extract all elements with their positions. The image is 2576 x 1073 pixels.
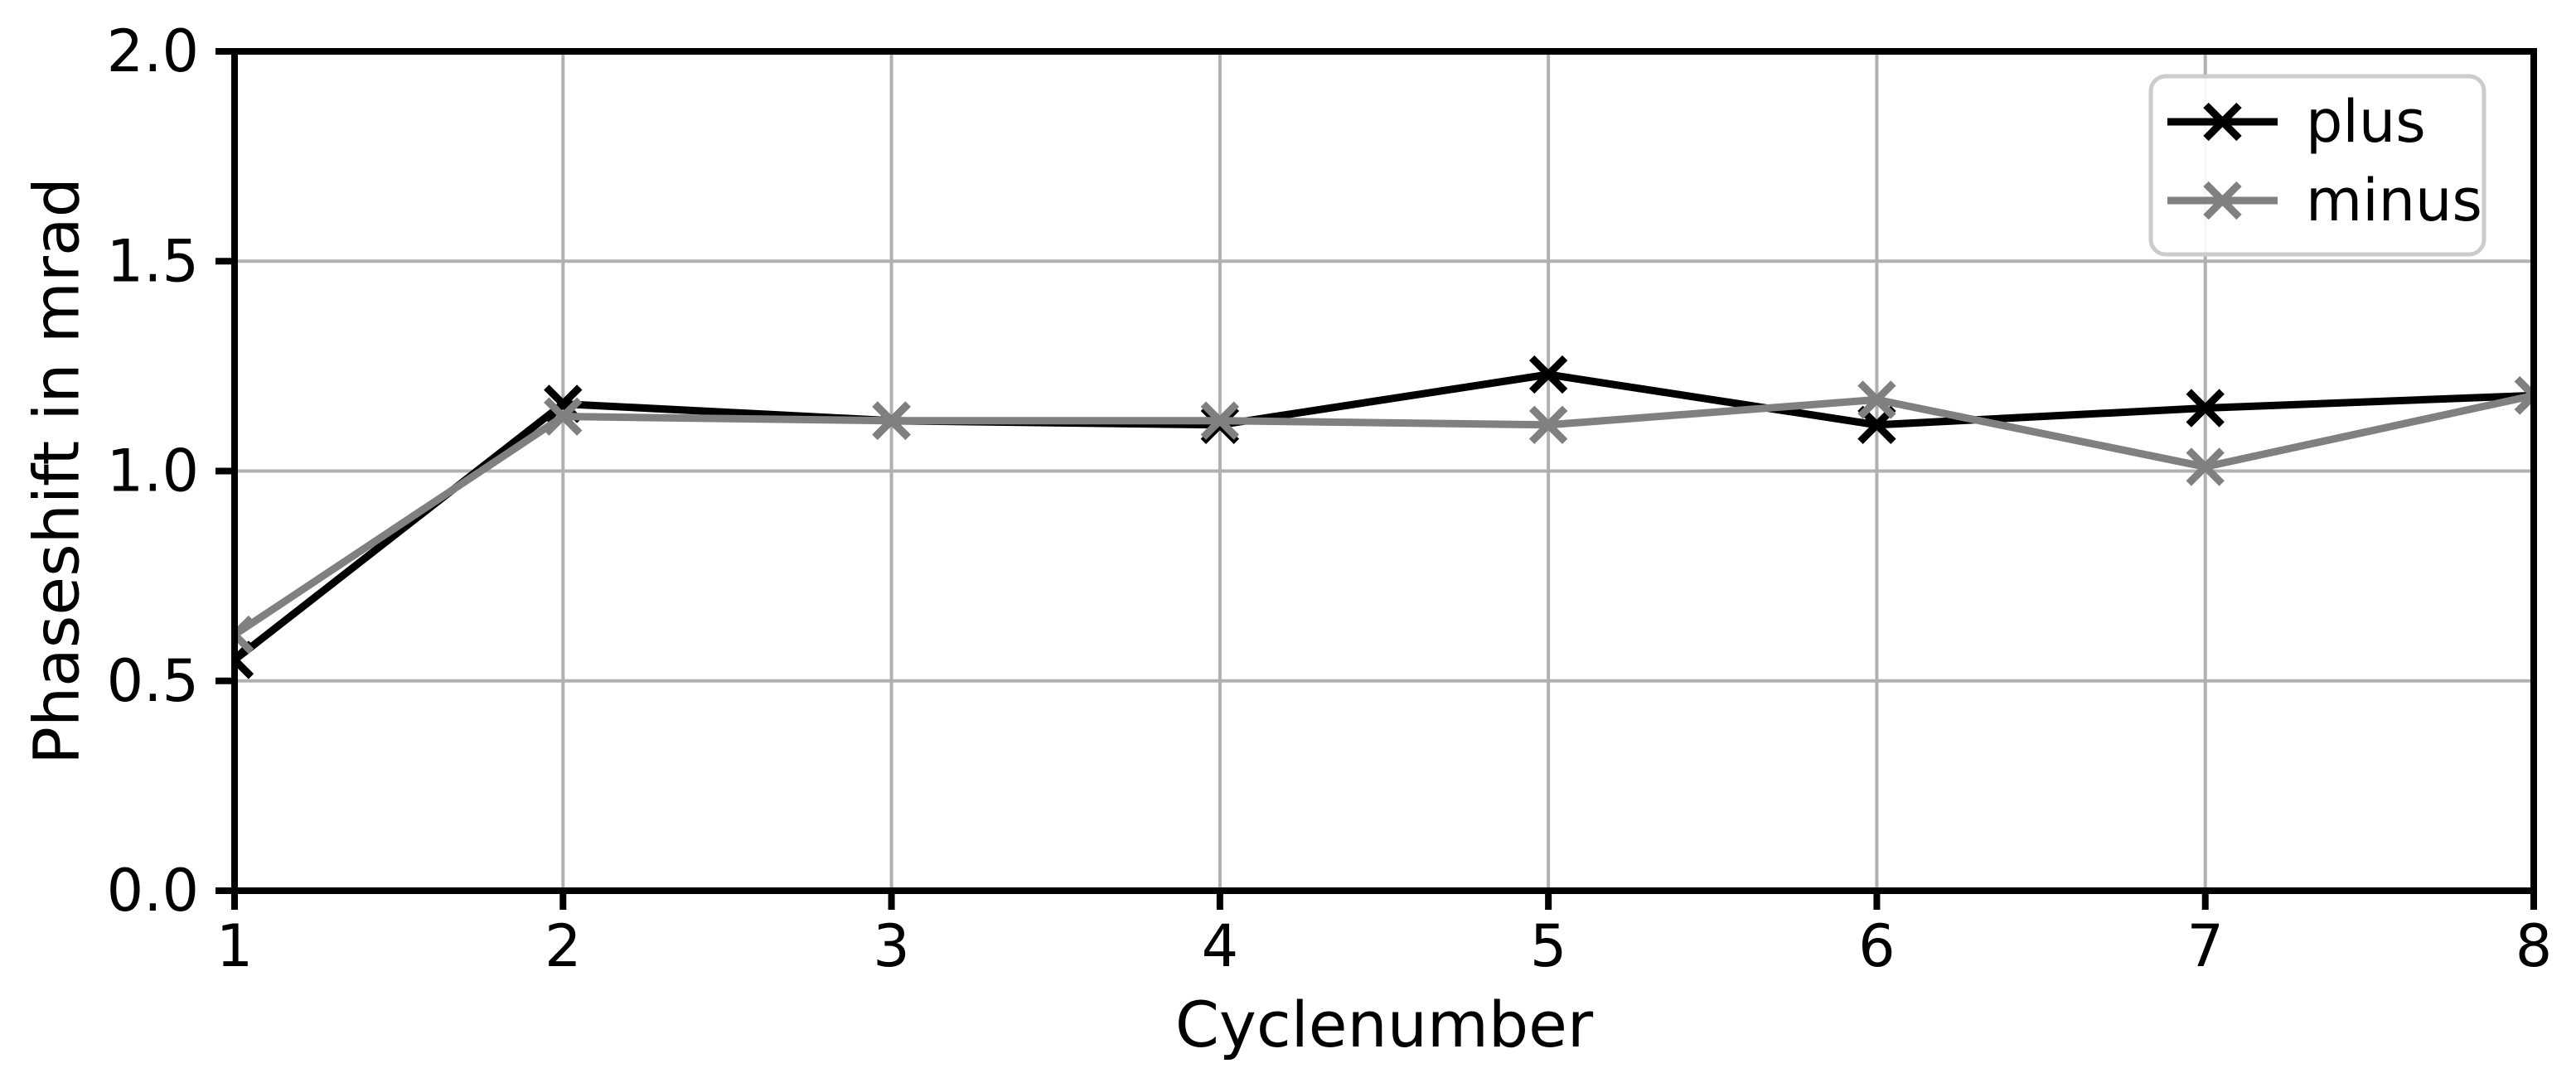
y-tick-label: 1.5	[107, 227, 199, 295]
y-tick-label: 1.0	[107, 437, 199, 505]
legend-label-plus: plus	[2306, 88, 2426, 156]
y-tick-label: 0.5	[107, 647, 199, 715]
x-tick-label: 4	[1202, 912, 1239, 980]
series-layer	[235, 355, 2534, 679]
series-line-plus	[235, 370, 2534, 663]
legend-label-minus: minus	[2306, 167, 2482, 234]
legend-sample-marker-minus	[2203, 181, 2242, 220]
y-axis-label: Phaseshift in mrad	[20, 177, 94, 765]
series-markers-minus	[235, 376, 2534, 655]
x-tick-label: 7	[2186, 912, 2224, 980]
legend: plus minus	[2148, 74, 2486, 257]
x-tick-label: 2	[545, 912, 582, 980]
x-tick-label: 5	[1530, 912, 1567, 980]
x-tick-label: 8	[2515, 912, 2553, 980]
x-tick-label: 3	[873, 912, 910, 980]
y-tick-label: 2.0	[107, 17, 199, 85]
series-line-minus	[235, 391, 2534, 638]
x-axis-label: Cyclenumber	[1175, 988, 1594, 1061]
y-tick-label: 0.0	[107, 857, 199, 925]
ticks-layer: 1 2 3 4 5 6 7 8 0.0 0.5 1.0 1.5 2.0	[107, 17, 2553, 980]
legend-sample-marker-plus	[2203, 102, 2242, 142]
x-tick-label: 6	[1858, 912, 1896, 980]
x-tick-label: 1	[216, 912, 254, 980]
